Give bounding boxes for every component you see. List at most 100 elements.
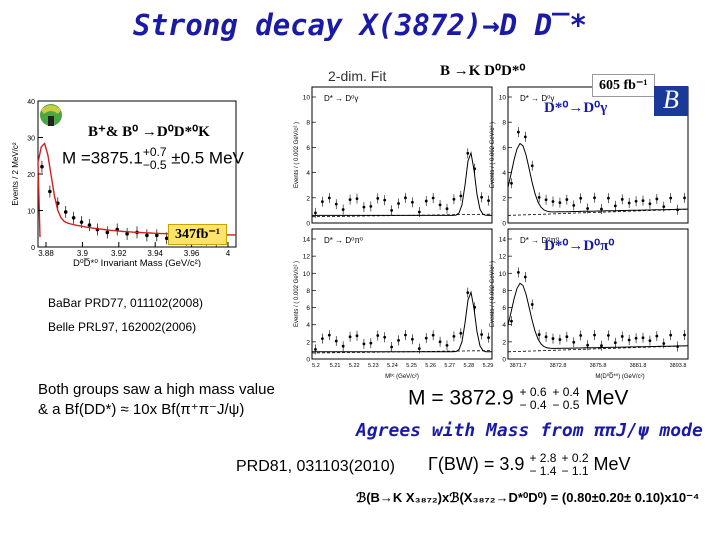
belle-ylabel: Events / ( 0.002 GeV/c² ) — [294, 122, 300, 188]
belle-panel-frame — [311, 228, 493, 360]
belle-ytick-label: 10 — [303, 271, 311, 278]
belle-ytick-label: 14 — [303, 237, 311, 244]
belle-xtick-label-right: 3871.7 — [510, 363, 527, 369]
belle-xtick-label-right: 3875.8 — [590, 363, 607, 369]
belle-ytick-label: 14 — [499, 237, 507, 244]
ref-belle: Belle PRL97, 162002(2006) — [48, 320, 197, 334]
new-mass-prefix: M = 3872.9 — [408, 386, 514, 410]
belle-ytick-label: 2 — [306, 195, 310, 202]
dstar-gamma-label: D*⁰→D⁰γ — [544, 100, 608, 116]
left-xtick-label: 3.92 — [111, 249, 127, 258]
babar-mass-suffix: ±0.5 MeV — [171, 148, 244, 168]
gamma-errors-1: + 2.8− 1.4 — [529, 452, 556, 478]
belle-xtick-label-left: 5.22 — [349, 363, 360, 369]
belle-xtick-label-left: 5.27 — [444, 363, 455, 369]
gamma-errors-2: + 0.2− 1.1 — [562, 452, 589, 478]
belle-xtick-label-left: 5.26 — [425, 363, 436, 369]
babar-mass-down: −0.5 — [142, 158, 167, 172]
gamma-up2: + 0.2 — [561, 451, 589, 465]
belle-ytick-label: 4 — [306, 170, 310, 177]
belle-xtick-label-right: 3872.8 — [550, 363, 567, 369]
belle-ytick-label: 6 — [306, 305, 310, 312]
belle-plots: D* → D⁰γ 0 2 4 6 8 10 Events / ( 0.002 GeV/c² )… — [290, 85, 710, 385]
left-ytick-label: 0 — [31, 245, 35, 252]
left-xlabel: D⁰D̅*⁰ Invariant Mass (GeV/c²) — [73, 258, 201, 267]
left-ytick-label: 40 — [27, 99, 35, 106]
belle-ytick-label: 6 — [502, 305, 506, 312]
belle-ytick-label: 4 — [502, 322, 506, 329]
belle-xtick-label-left: 5.28 — [464, 363, 475, 369]
branching-fraction-line: ℬ(B→K X₃₈₇₂)xℬ(X₃₈₇₂→D*⁰D⁰) = (0.80±0.20… — [356, 490, 700, 505]
belle-ytick-label: 8 — [306, 288, 310, 295]
belle-panel-label: D* → D⁰γ — [324, 94, 358, 103]
left-ytick-label: 30 — [27, 136, 35, 143]
gamma-value: Γ(BW) = 3.9 + 2.8− 1.4 + 0.2− 1.1 MeV — [428, 452, 631, 478]
babar-mass-errors: +0.7 −0.5 — [143, 146, 167, 172]
agrees-line: Agrees with Mass from ππJ/ψ mode — [356, 420, 703, 441]
belle-panel-frame — [507, 228, 689, 360]
belle-ytick-label: 0 — [502, 221, 506, 228]
gamma-up1: + 2.8 — [529, 451, 557, 465]
belle-xtick-label-left: 5.23 — [368, 363, 379, 369]
new-mass-up2: + 0.4 — [552, 385, 580, 399]
gamma-down2: − 1.1 — [561, 464, 589, 478]
new-mass-unit: MeV — [585, 386, 629, 410]
ref-babar: BaBar PRD77, 011102(2008) — [48, 296, 203, 310]
belle-xtick-label-right: 3881.8 — [630, 363, 647, 369]
gamma-down1: − 1.4 — [529, 464, 557, 478]
belle-ytick-label: 12 — [499, 254, 507, 261]
belle-ylabel: Events / ( 0.002 GeV/c² ) — [490, 122, 496, 188]
new-mass-errors-2: + 0.4− 0.5 — [552, 386, 579, 412]
dstar-pi0-label: D*⁰→D⁰π⁰ — [544, 238, 615, 254]
belle-xtick-label-left: 5.25 — [406, 363, 417, 369]
belle-panel-label: D* → D⁰π⁰ — [520, 236, 559, 245]
belle-ytick-label: 6 — [502, 145, 506, 152]
left-ytick-label: 10 — [27, 209, 35, 216]
belle-ytick-label: 8 — [306, 120, 310, 127]
page-title: Strong decay X(3872)→D D̅* — [133, 8, 587, 42]
b-to-k-dd-label: B →K D⁰D*⁰ — [440, 63, 526, 79]
left-ylabel: Events / 2 MeV/c² — [11, 142, 20, 205]
babar-logo-icon — [36, 100, 66, 135]
belle-background-curve — [507, 345, 689, 353]
b-plus-b0-label: B⁺& B⁰ →D⁰D*⁰K — [88, 124, 210, 140]
belle-ytick-label: 10 — [499, 95, 507, 102]
left-xtick-label: 3.88 — [38, 249, 54, 258]
new-mass-value: M = 3872.9 + 0.6− 0.4 + 0.4− 0.5 MeV — [408, 386, 628, 412]
belle-logo-icon: B — [654, 86, 688, 116]
babar-lumi-box: 347fb⁻¹ — [168, 224, 228, 245]
belle-background-curve — [312, 350, 492, 354]
two-dim-fit-label: 2-dim. Fit — [328, 68, 387, 84]
belle-xlabel-right: M(D⁰D̅*⁰) (GeV/c²) — [595, 373, 644, 380]
new-mass-errors-1: + 0.6− 0.4 — [520, 386, 547, 412]
belle-ytick-label: 8 — [502, 288, 506, 295]
belle-ytick-label: 2 — [502, 195, 506, 202]
babar-mass-prefix: M =3875.1 — [62, 148, 143, 168]
belle-ytick-label: 4 — [306, 322, 310, 329]
new-mass-up1: + 0.6 — [519, 385, 547, 399]
belle-ytick-label: 6 — [306, 145, 310, 152]
babar-mass-value: M =3875.1+0.7 −0.5 ±0.5 MeV — [62, 146, 244, 172]
belle-xtick-label-left: 5.29 — [483, 363, 494, 369]
belle-lumi-box: 605 fb⁻¹ — [592, 74, 655, 97]
belle-background-curve — [312, 213, 492, 218]
new-mass-down2: − 0.5 — [552, 398, 580, 412]
both-groups-line1: Both groups saw a high mass value — [38, 381, 275, 398]
belle-panel-label: D* → D⁰π⁰ — [324, 236, 363, 245]
belle-panel-label: D* → D⁰γ — [520, 94, 554, 103]
new-mass-down1: − 0.4 — [519, 398, 547, 412]
babar-mass-plot-svg: 0 10 20 30 40 3.88 3.9 3.92 3.94 3.96 4 D⁰D̅*⁰ Inva… — [11, 99, 237, 269]
belle-xtick-label-left: 5.2 — [312, 363, 320, 369]
belle-ytick-label: 4 — [502, 170, 506, 177]
belle-ytick-label: 0 — [306, 221, 310, 228]
belle-xtick-label-right: 3893.8 — [670, 363, 687, 369]
belle-ytick-label: 10 — [303, 95, 311, 102]
belle-ylabel: Events / ( 0.002 GeV/c² ) — [490, 261, 496, 327]
gamma-prefix: Γ(BW) = 3.9 — [428, 453, 525, 474]
belle-ylabel: Events / ( 0.002 GeV/c² ) — [294, 261, 300, 327]
left-xtick-label: 3.9 — [77, 249, 89, 258]
belle-ytick-label: 0 — [306, 357, 310, 364]
belle-ytick-label: 2 — [306, 339, 310, 346]
left-xtick-label: 4 — [226, 249, 231, 258]
belle-ytick-label: 10 — [499, 271, 507, 278]
